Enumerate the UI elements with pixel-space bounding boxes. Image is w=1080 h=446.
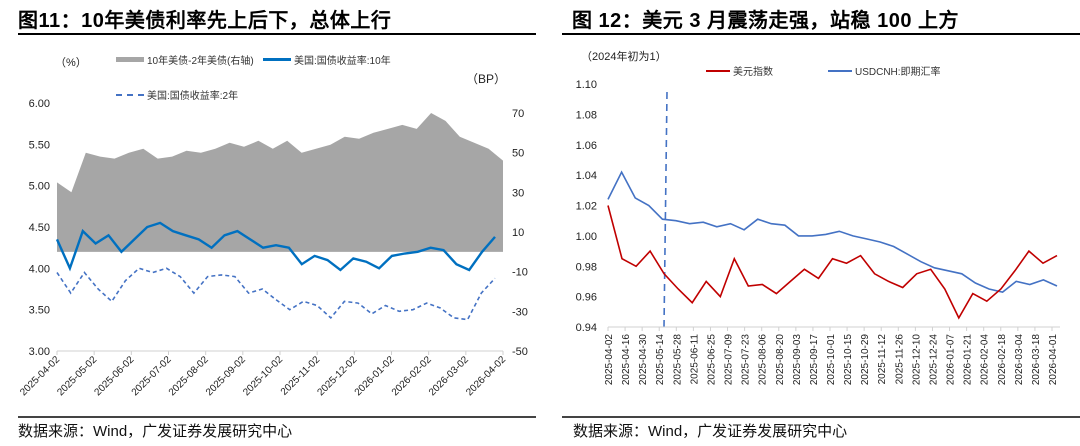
x-tick-label: 2026-03-04	[1014, 334, 1025, 386]
legend-10y-label: 美国:国债收益率:10年	[294, 56, 391, 67]
x-tick-label: 2025-08-06	[758, 334, 769, 386]
y-tick-right: -10	[512, 267, 528, 279]
y-tick-left: 6.00	[29, 98, 50, 110]
figure-12-title: 图 12：美元 3 月震荡走强，站稳 100 上方	[572, 10, 960, 32]
series-usdcnh-line	[607, 170, 1058, 293]
source-divider	[562, 416, 1080, 418]
spread-area	[57, 113, 503, 252]
x-tick-label: 2025-12-10	[911, 334, 922, 386]
x-tick-label: 2026-03-18	[1031, 334, 1042, 386]
figure-12-panel: 图 12：美元 3 月震荡走强，站稳 100 上方 （2024年初为1） 美元指…	[540, 0, 1080, 446]
x-tick-label: 2026-04-01	[1048, 334, 1059, 386]
legend-2y: 美国:国债收益率:2年	[116, 87, 238, 102]
y-tick: 1.08	[576, 109, 597, 121]
figure-11-title: 图11：10年美债利率先上后下，总体上行	[18, 10, 392, 32]
x-tick-label: 2026-04-02	[464, 354, 508, 398]
y-tick: 0.98	[576, 261, 597, 273]
x-tick-label: 2025-10-29	[860, 334, 871, 386]
y-tick-right: -30	[512, 306, 528, 318]
x-tick-label: 2025-07-09	[724, 334, 735, 386]
y-tick-right: 10	[512, 227, 524, 239]
x-tick-label: 2025-10-15	[843, 334, 854, 386]
x-tick-label: 2025-06-11	[689, 334, 700, 385]
x-tick-label: 2025-12-24	[928, 334, 939, 386]
legend-usdcnh-swatch	[828, 69, 852, 72]
axis-unit: （2024年初为1）	[581, 51, 667, 63]
title-divider	[562, 33, 1080, 35]
legend-usdcnh: USDCNH:即期汇率	[828, 63, 941, 78]
x-tick-label: 2026-01-07	[946, 334, 957, 386]
left-axis-unit: （%）	[55, 57, 87, 69]
series-10y-line	[55, 221, 496, 272]
x-tick-label: 2025-07-23	[741, 334, 752, 386]
dollar-index-chart: 1.10 1.08 1.06 1.04 1.02 1.00 0.98 0.96 0.94 2025…	[576, 79, 1060, 386]
y-tick: 1.00	[576, 231, 597, 243]
x-tick-label: 2025-06-25	[706, 334, 717, 386]
y-tick-right: 30	[512, 187, 524, 199]
x-tick-label: 2025-05-14	[655, 334, 666, 386]
x-tick-label: 2025-11-26	[894, 334, 905, 385]
x-tick-label: 2025-09-03	[792, 334, 803, 386]
legend-dxy-label: 美元指数	[733, 67, 773, 78]
x-tick-label: 2025-10-01	[826, 334, 837, 386]
x-tick-label: 2026-02-18	[997, 334, 1008, 386]
y-tick: 0.96	[576, 292, 597, 304]
figure-11-panel: 图11：10年美债利率先上后下，总体上行 （%） （BP） 10年美债-2年美债…	[18, 10, 536, 440]
y-tick-right: 70	[512, 108, 524, 120]
y-tick-right: -50	[512, 346, 528, 358]
x-tick-label: 2026-02-04	[980, 334, 991, 386]
x-tick-label: 2025-04-02	[604, 334, 615, 386]
right-axis-unit: （BP）	[466, 72, 507, 86]
x-tick-label: 2026-01-21	[963, 334, 974, 386]
source-divider	[18, 416, 536, 418]
series-2y-line	[56, 267, 496, 321]
x-tick-label: 2025-08-20	[775, 334, 786, 386]
legend-spread: 10年美债-2年美债(右轴)	[116, 52, 254, 67]
legend-2y-swatch	[116, 93, 144, 96]
legend-dxy: 美元指数	[706, 63, 773, 78]
y-tick: 1.02	[576, 201, 597, 213]
y-tick: 0.94	[576, 322, 597, 334]
series-dxy-line	[607, 205, 1058, 320]
legend-10y: 美国:国债收益率:10年	[263, 52, 391, 67]
y-tick-right: 50	[512, 148, 524, 160]
x-tick-label: 2025-04-30	[638, 334, 649, 386]
y-tick-left: 5.50	[29, 139, 50, 151]
data-source: 数据来源：Wind，广发证券发展研究中心	[18, 423, 293, 440]
treasury-yield-chart: 6.00 5.50 5.00 4.50 4.00 3.50 3.00 70 50 30 10 -10 -…	[18, 98, 528, 398]
y-tick: 1.10	[576, 79, 597, 91]
x-tick-label: 2025-05-28	[672, 334, 683, 386]
x-tick-label: 2025-11-12	[877, 334, 888, 385]
legend-usdcnh-label: USDCNH:即期汇率	[855, 67, 941, 78]
x-tick-label: 2025-04-16	[621, 334, 632, 386]
annotation-dashed-line	[663, 91, 668, 328]
y-tick-left: 3.00	[29, 346, 50, 358]
legend-2y-label: 美国:国债收益率:2年	[147, 91, 239, 102]
y-tick-left: 4.50	[29, 222, 50, 234]
legend-dxy-swatch	[706, 69, 730, 72]
legend-10y-swatch	[263, 58, 291, 61]
y-tick-left: 5.00	[29, 181, 50, 193]
data-source: 数据来源：Wind，广发证券发展研究中心	[573, 423, 848, 440]
x-tick-label: 2025-09-17	[809, 334, 820, 386]
title-divider	[18, 33, 536, 35]
x-tick-label: 2025-10-02	[241, 354, 285, 398]
y-tick-left: 3.50	[29, 305, 50, 317]
y-tick-left: 4.00	[29, 263, 50, 275]
legend-spread-swatch	[116, 57, 144, 62]
y-tick: 1.04	[576, 170, 597, 182]
legend-spread-label: 10年美债-2年美债(右轴)	[147, 56, 254, 67]
y-tick: 1.06	[576, 140, 597, 152]
